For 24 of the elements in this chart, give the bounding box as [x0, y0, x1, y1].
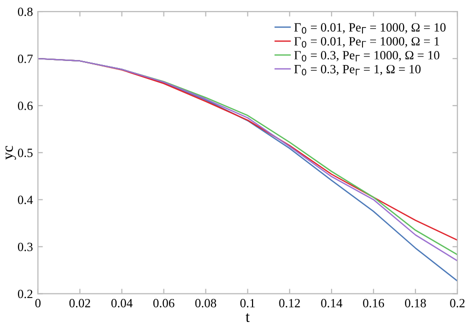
y-tick-label: 0.3 [18, 242, 33, 252]
legend-label: Γ$_{0}$ = 0.01, Pe$_{Γ}$ = 1000, Ω = 1 [294, 37, 440, 48]
y-tick-label: 0.4 [18, 196, 33, 204]
x-tick-label: 0.06 [153, 298, 174, 308]
y-tick-label: 0.6 [18, 102, 33, 110]
y-tick-label: 0.2 [18, 290, 32, 298]
x-tick-label: 0.08 [195, 298, 216, 308]
x-tick-label: 0.04 [111, 298, 133, 308]
x-axis-title: t [246, 313, 250, 322]
x-tick-label: 0.14 [321, 298, 342, 308]
x-tick-label: 0.18 [405, 298, 426, 308]
y-tick-label: 0.8 [18, 8, 33, 16]
x-tick-label: 0.1 [240, 298, 255, 308]
x-tick-label: 0.02 [69, 298, 90, 308]
y-tick-label: 0.7 [18, 54, 33, 64]
x-tick-label: 0 [35, 298, 41, 308]
legend-label: Γ$_{0}$ = 0.3, Pe$_{Γ}$ = 1, Ω = 10 [294, 64, 421, 76]
legend-label: Γ$_{0}$ = 0.3, Pe$_{Γ}$ = 1000, Ω = 10 [294, 51, 440, 62]
x-tick-label: 0.16 [363, 298, 384, 308]
y-axis-title: yc [6, 146, 16, 160]
legend-label: Γ$_{0}$ = 0.01, Pe$_{Γ}$ = 1000, Ω = 10 [294, 23, 446, 34]
x-tick-label: 0.12 [279, 298, 300, 308]
x-tick-label: 0.2 [450, 298, 465, 308]
y-tick-label: 0.5 [18, 148, 33, 158]
